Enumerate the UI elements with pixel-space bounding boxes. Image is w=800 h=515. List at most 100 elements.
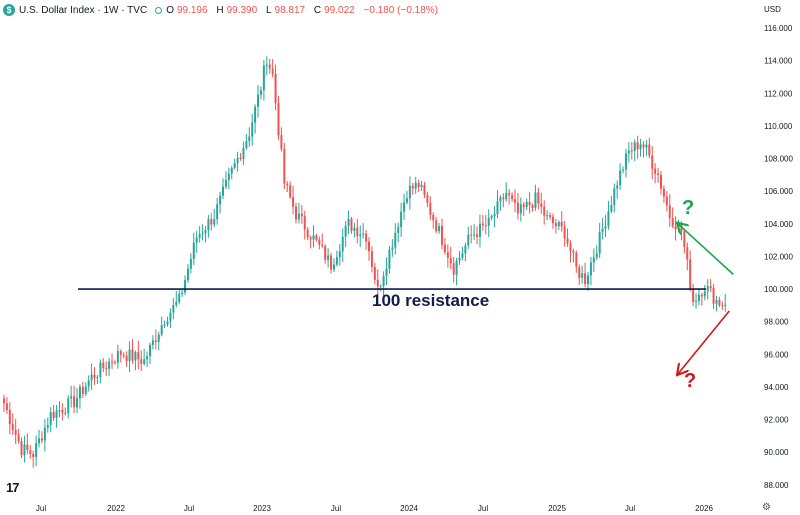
candle-body [584,273,587,285]
candle-body [481,223,484,226]
candle-body [531,205,534,208]
candle-body [388,249,391,269]
down-projection-arrow [678,310,730,374]
x-tick-label: 2024 [400,504,418,513]
open-value: 99.196 [176,4,208,16]
candle-body [426,194,429,203]
y-tick-label: 108.000 [764,155,793,164]
candle-body [528,201,531,206]
high-label: H [216,4,224,16]
candle-body [484,225,487,227]
y-tick-label: 98.000 [764,318,789,327]
candle-body [245,141,248,149]
candle-body [365,233,368,242]
candle-body [227,173,230,180]
tradingview-logo-icon[interactable]: 17 [6,480,20,495]
candle-body [29,450,32,454]
candle-body [84,386,87,394]
candle-body [160,325,163,335]
y-tick-label: 114.000 [764,57,793,66]
candle-body [478,223,481,237]
y-tick-label: 88.000 [764,481,789,490]
candle-body [502,197,505,200]
y-tick-label: 96.000 [764,350,789,359]
candle-body [108,361,111,369]
candle-body [476,234,479,237]
candle-body [330,255,333,270]
candle-body [560,221,563,227]
symbol-title[interactable]: U.S. Dollar Index · 1W · TVC [19,4,148,16]
candle-body [248,136,251,142]
candle-body [81,386,84,394]
candle-body [292,197,295,207]
candle-body [551,216,554,224]
candle-body [151,340,154,345]
candle-body [662,188,665,197]
y-tick-label: 104.000 [764,220,793,229]
candle-body [537,192,540,204]
candle-body [385,268,388,277]
candle-body [309,237,312,240]
y-tick-label: 94.000 [764,383,789,392]
candle-body [379,286,382,288]
candle-body [543,206,546,216]
candle-body [516,202,519,214]
candle-body [96,377,99,379]
candle-body [78,386,81,399]
candle-body [382,276,385,287]
candle-body [668,205,671,219]
candle-body [534,192,537,208]
candle-body [230,167,233,174]
question-mark-down: ? [684,370,696,392]
candle-body [607,211,610,227]
candle-body [64,412,67,414]
candle-body [595,253,598,258]
candle-body [76,398,78,408]
candle-body [239,157,242,159]
candle-body [721,305,724,307]
settings-icon[interactable]: ⚙ [762,502,771,513]
candle-body [461,253,464,258]
candle-body [420,185,423,188]
candle-body [566,238,569,244]
candle-body [519,204,522,214]
candle-body [709,286,712,288]
candle-body [403,202,406,212]
y-tick-label: 116.000 [764,24,793,33]
candle-body [233,162,236,168]
candle-body [630,150,633,152]
candle-body [55,410,58,419]
candle-body [119,351,122,355]
candle-body [204,230,207,234]
candle-body [487,217,490,226]
candle-body [58,409,61,411]
candle-body [280,135,283,149]
candle-body [35,443,38,457]
high-value: 99.390 [226,4,258,16]
candle-body [87,380,90,387]
candle-body [128,349,131,361]
candle-body [181,292,184,294]
candle-body [3,398,5,404]
candle-body [99,362,102,378]
candle-body [303,216,306,230]
candle-body [636,142,639,150]
candle-body [338,251,341,258]
candle-body [598,231,601,254]
candle-body [633,142,636,152]
close-value: 99.022 [324,4,355,16]
candle-body [470,234,473,236]
candle-body [540,203,543,207]
candle-body [166,321,169,325]
x-tick-label: Jul [36,504,46,513]
candle-body [423,185,426,195]
currency-label[interactable]: USD [764,5,781,14]
candle-body [411,185,414,189]
candle-body [697,294,700,301]
candle-body [443,244,446,253]
candle-body [671,218,674,227]
candle-body [350,218,353,231]
candle-body [46,425,49,428]
candle-body [189,258,192,269]
